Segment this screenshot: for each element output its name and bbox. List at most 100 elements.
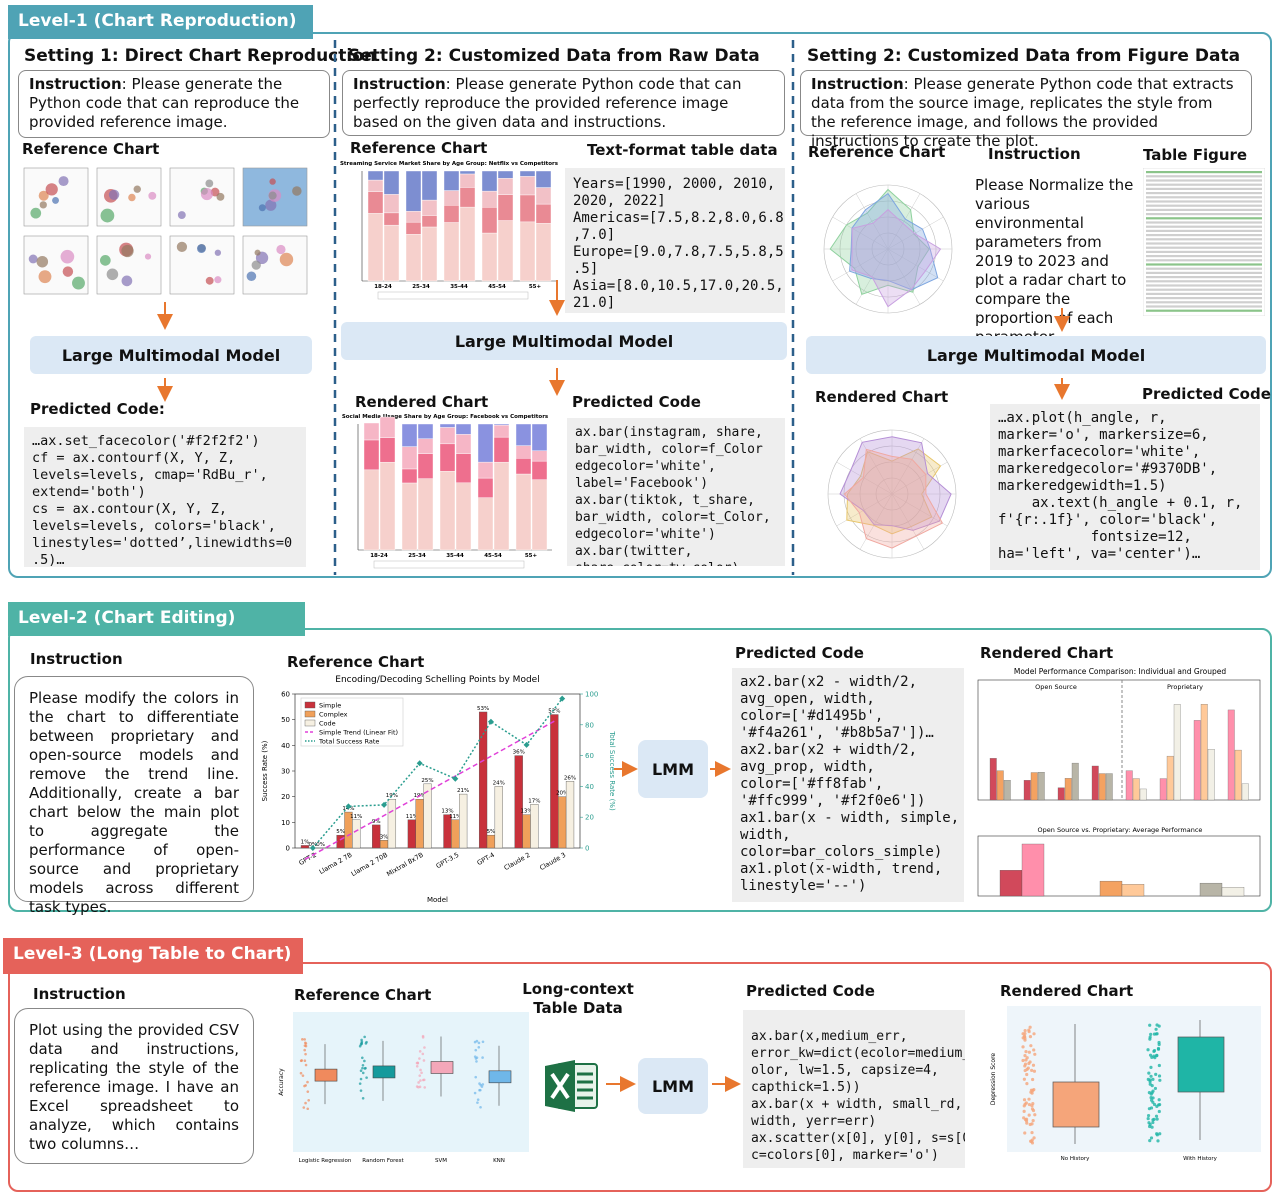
mini-bar	[535, 170, 552, 188]
chart-title: Streaming Service Market Share by Age Gr…	[340, 161, 559, 167]
legend-label: Code	[319, 720, 336, 728]
instruction-box: Instruction: Please generate Python code…	[342, 70, 785, 136]
code-line: ax.bar(tiktok, t_share,	[575, 493, 756, 508]
legend-swatch	[304, 719, 316, 727]
table-row	[1146, 234, 1262, 237]
jitter-point	[1031, 1108, 1036, 1113]
table-row	[1146, 217, 1262, 220]
mini-bar	[1099, 880, 1123, 897]
mini-bar	[455, 453, 472, 484]
code-line: .5]	[573, 261, 599, 277]
mini-bar	[1125, 770, 1133, 801]
bar	[565, 781, 575, 849]
jitter-point	[1148, 1139, 1152, 1143]
mini-bar	[1064, 778, 1072, 801]
total-marker	[452, 775, 459, 782]
mini-bar	[1234, 749, 1242, 801]
instruction-text: : Please generate the Python code that c…	[29, 75, 300, 131]
bar	[478, 711, 488, 849]
code-line: ax1.plot(x-width, trend,	[740, 861, 943, 877]
box	[488, 1070, 512, 1084]
table-row	[1146, 221, 1262, 224]
legend	[377, 291, 529, 300]
mini-bar	[363, 422, 380, 441]
code-line: c=colors[0], marker='o')	[751, 1148, 939, 1163]
level1-panel	[8, 32, 1272, 578]
jitter-point	[1023, 1054, 1027, 1058]
bar	[459, 793, 468, 849]
mini-mark	[108, 189, 120, 200]
value-label: 1%	[301, 839, 310, 845]
box	[314, 1068, 338, 1082]
label: Rendered Chart	[355, 393, 489, 411]
mini-bar	[421, 215, 438, 228]
mini-mark	[214, 249, 222, 256]
jitter-point	[1155, 1032, 1159, 1036]
code-line: ax1.bar(x - width, simple,	[740, 810, 960, 826]
code-line: linestyles='dotted’,linewidths=0	[32, 535, 293, 551]
table-row	[1146, 288, 1262, 291]
mini-bar	[1227, 709, 1235, 801]
jitter-point	[418, 1057, 421, 1060]
jitter-point	[480, 1085, 484, 1088]
jitter-point	[417, 1085, 420, 1089]
reference-thumbnail: Accuracy Logistic Regression Random Forest…	[278, 1012, 529, 1164]
jitter-point	[304, 1101, 307, 1105]
mini-bar	[417, 453, 434, 479]
jitter-point	[477, 1041, 481, 1045]
jitter-point	[1155, 1053, 1159, 1057]
mini-bar	[519, 176, 536, 196]
jitter-point	[418, 1074, 422, 1077]
jitter-point	[1022, 1109, 1026, 1114]
jitter-point	[1152, 1117, 1156, 1122]
mini-mark	[38, 190, 49, 201]
table-row	[1146, 263, 1262, 266]
mini-bar	[989, 758, 997, 801]
y-tick-label: 10	[281, 819, 290, 827]
radar-spoke	[891, 493, 925, 550]
code-line: capthick=1.5))	[751, 1080, 861, 1095]
jitter-point	[1157, 1109, 1161, 1114]
code-line: ,7.0]	[573, 227, 616, 243]
category-label: 45-54	[488, 284, 506, 290]
code-line: Americas=[7.5,8.2,8.0,6.8	[573, 210, 784, 226]
jitter-point	[422, 1059, 426, 1062]
jitter-point	[419, 1068, 422, 1072]
table-row	[1146, 225, 1262, 228]
category-label: 55+	[529, 284, 542, 290]
jitter-point	[476, 1101, 479, 1104]
label: Reference Chart	[287, 653, 425, 671]
jitter-point	[1157, 1074, 1162, 1078]
jitter-point	[303, 1084, 306, 1088]
jitter-point	[1154, 1027, 1158, 1031]
code-line: '#ffc999', '#f2f0e6'])	[740, 793, 926, 809]
table-row	[1146, 297, 1262, 300]
jitter-point	[1031, 1063, 1036, 1067]
mini-bar	[439, 443, 456, 472]
mini-mark	[58, 176, 69, 187]
code-line: ax.bar(x + width, small_rd,	[751, 1097, 963, 1112]
jitter-point	[1029, 1044, 1033, 1048]
mini-bar	[519, 221, 536, 282]
jitter-point	[307, 1099, 310, 1102]
table-row	[1146, 238, 1262, 241]
table-row	[1146, 246, 1262, 249]
y2-axis-label: Total Success Rate (%)	[608, 730, 616, 811]
code-line: Years=[1990, 2000, 2010,	[573, 176, 776, 192]
bar	[379, 840, 389, 849]
mini-bar	[531, 450, 548, 462]
label: Text-format table data	[587, 141, 778, 159]
jitter-point	[420, 1071, 423, 1075]
mini-bar	[455, 482, 472, 551]
label-line: Table Data	[533, 999, 623, 1017]
y-tick-label: 30	[281, 768, 290, 776]
mini-bar	[383, 194, 400, 214]
radar-area	[839, 436, 952, 531]
jitter-point	[1033, 1052, 1037, 1056]
level3-tab: Level-3 (Long Table to Chart)	[3, 938, 303, 974]
value-label: 36%	[513, 750, 525, 756]
table-row	[1146, 183, 1262, 186]
jitter-point	[1153, 1086, 1158, 1091]
jitter-point	[299, 1059, 303, 1063]
legend-label: Total Success Rate	[318, 738, 379, 746]
